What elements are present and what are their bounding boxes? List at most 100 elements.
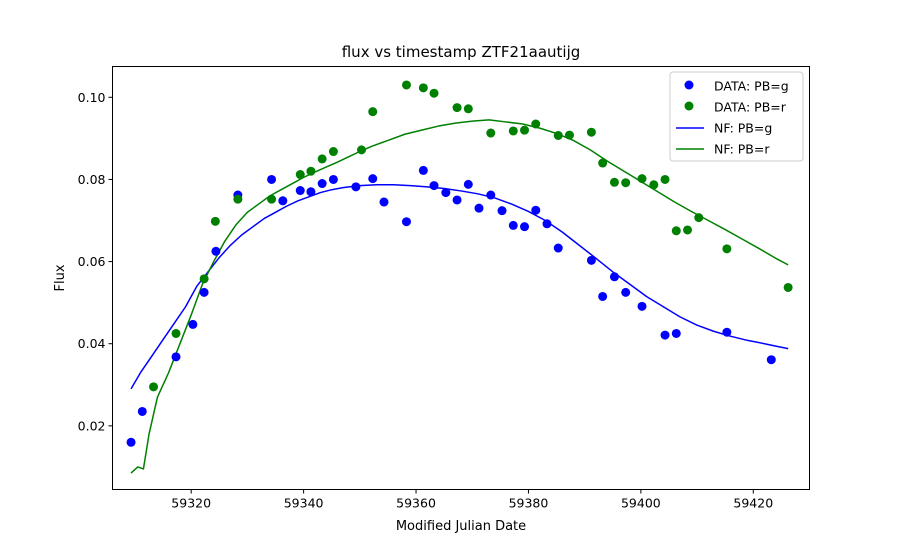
data-point-s0-21 bbox=[463, 179, 473, 189]
legend-label-2: NF: PB=g bbox=[714, 121, 772, 136]
data-point-s0-38 bbox=[766, 355, 776, 365]
data-point-s1-25 bbox=[609, 177, 619, 187]
legend-marker-0 bbox=[684, 80, 694, 90]
data-point-s0-37 bbox=[722, 327, 732, 337]
data-point-s1-13 bbox=[418, 83, 428, 93]
data-point-s0-17 bbox=[418, 165, 428, 175]
data-point-s1-23 bbox=[586, 127, 596, 137]
x-tick-label-5: 59420 bbox=[733, 496, 773, 511]
legend-label-0: DATA: PB=g bbox=[714, 79, 789, 94]
data-point-s1-21 bbox=[553, 130, 563, 140]
data-point-s1-18 bbox=[508, 126, 518, 136]
data-point-s0-1 bbox=[137, 406, 147, 416]
data-point-s1-9 bbox=[328, 147, 338, 157]
x-tick-label-0: 59320 bbox=[171, 496, 211, 511]
legend-marker-1 bbox=[684, 101, 694, 111]
data-point-s0-34 bbox=[637, 301, 647, 311]
data-point-s1-12 bbox=[401, 80, 411, 90]
data-point-s0-27 bbox=[531, 205, 541, 215]
axes-frame bbox=[112, 66, 810, 490]
data-point-s0-26 bbox=[520, 222, 530, 232]
data-point-s1-1 bbox=[171, 328, 181, 338]
data-point-s0-19 bbox=[441, 188, 451, 198]
data-point-s1-34 bbox=[783, 282, 793, 292]
x-tick-label-4: 59400 bbox=[621, 496, 661, 511]
data-point-s0-15 bbox=[379, 197, 389, 207]
chart-title: flux vs timestamp ZTF21aautijg bbox=[342, 43, 581, 61]
data-point-s1-29 bbox=[660, 174, 670, 184]
data-point-s1-26 bbox=[621, 178, 631, 188]
data-point-s0-7 bbox=[267, 174, 277, 184]
y-tick-label-4: 0.10 bbox=[78, 90, 106, 105]
legend-label-3: NF: PB=r bbox=[714, 142, 770, 157]
series-line-2 bbox=[130, 184, 789, 390]
data-point-s1-10 bbox=[357, 145, 367, 155]
x-axis: 59320 59340 59360 59380 59400 59420 bbox=[171, 489, 773, 511]
data-point-s0-9 bbox=[295, 186, 305, 196]
y-tick-label-3: 0.08 bbox=[78, 172, 106, 187]
data-point-s1-33 bbox=[722, 244, 732, 254]
data-point-s1-28 bbox=[649, 180, 659, 190]
data-point-s0-23 bbox=[486, 190, 496, 200]
data-point-s0-13 bbox=[351, 182, 361, 192]
data-point-s1-17 bbox=[486, 128, 496, 138]
data-point-s0-35 bbox=[660, 330, 670, 340]
legend: DATA: PB=g DATA: PB=r NF: PB=g NF: PB=r bbox=[669, 71, 804, 162]
data-point-s1-20 bbox=[531, 119, 541, 129]
data-point-s1-3 bbox=[210, 216, 220, 226]
data-point-s0-33 bbox=[621, 287, 631, 297]
data-point-s0-31 bbox=[598, 291, 608, 301]
legend-label-1: DATA: PB=r bbox=[714, 100, 787, 115]
data-point-s1-24 bbox=[598, 158, 608, 168]
data-point-s0-24 bbox=[497, 206, 507, 216]
data-point-s1-2 bbox=[199, 274, 209, 284]
data-point-s0-36 bbox=[671, 328, 681, 338]
data-point-s0-22 bbox=[474, 203, 484, 213]
data-point-s1-8 bbox=[317, 154, 327, 164]
data-point-s0-3 bbox=[188, 319, 198, 329]
data-point-s1-32 bbox=[694, 213, 704, 223]
data-point-s0-12 bbox=[328, 174, 338, 184]
data-point-s0-29 bbox=[553, 243, 563, 253]
data-point-s0-28 bbox=[542, 219, 552, 229]
x-tick-label-3: 59380 bbox=[509, 496, 549, 511]
data-point-s1-22 bbox=[564, 130, 574, 140]
data-point-s0-5 bbox=[211, 246, 221, 256]
data-point-s0-18 bbox=[429, 181, 439, 191]
data-point-s1-0 bbox=[149, 382, 159, 392]
y-axis-label: Flux bbox=[53, 264, 68, 291]
data-point-s1-5 bbox=[267, 194, 277, 204]
y-axis: 0.02 0.04 0.06 0.08 0.10 bbox=[78, 90, 113, 433]
data-point-s1-11 bbox=[368, 107, 378, 117]
data-point-s1-7 bbox=[306, 166, 316, 176]
x-tick-label-1: 59340 bbox=[284, 496, 324, 511]
series-line-3 bbox=[130, 119, 789, 474]
data-point-s0-14 bbox=[368, 174, 378, 184]
data-point-s0-20 bbox=[452, 195, 462, 205]
x-tick-label-2: 59360 bbox=[396, 496, 436, 511]
data-point-s1-14 bbox=[429, 88, 439, 98]
y-tick-label-1: 0.04 bbox=[78, 336, 106, 351]
data-point-s0-16 bbox=[401, 217, 411, 227]
data-point-s0-11 bbox=[317, 179, 327, 189]
data-point-s1-30 bbox=[671, 226, 681, 236]
data-point-s0-25 bbox=[508, 220, 518, 230]
data-point-s0-0 bbox=[126, 437, 136, 447]
x-axis-label: Modified Julian Date bbox=[396, 519, 526, 534]
data-point-s0-2 bbox=[171, 352, 181, 362]
data-point-s1-4 bbox=[233, 194, 243, 204]
data-point-s0-30 bbox=[586, 255, 596, 265]
data-point-s1-19 bbox=[520, 125, 530, 135]
plot-area bbox=[126, 80, 793, 474]
legend-box bbox=[669, 71, 804, 162]
y-tick-label-0: 0.02 bbox=[78, 418, 106, 433]
data-point-s0-32 bbox=[609, 272, 619, 282]
data-point-s0-10 bbox=[306, 187, 316, 197]
data-point-s0-8 bbox=[278, 196, 288, 206]
data-point-s0-4 bbox=[199, 287, 209, 297]
data-point-s1-16 bbox=[463, 104, 473, 114]
data-point-s1-15 bbox=[452, 103, 462, 113]
data-point-s1-27 bbox=[637, 174, 647, 184]
data-point-s1-31 bbox=[683, 225, 693, 235]
